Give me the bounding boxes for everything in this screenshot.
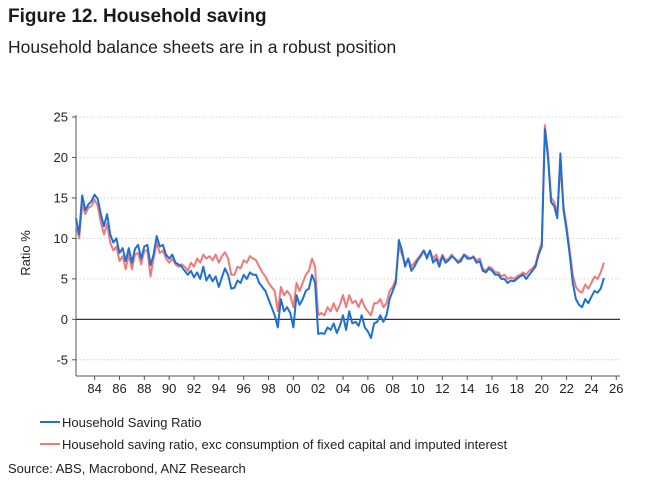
x-tick-label: 04 — [336, 381, 350, 396]
x-tick-label: 22 — [559, 381, 573, 396]
x-tick-label: 02 — [311, 381, 325, 396]
x-tick-label: 16 — [485, 381, 499, 396]
x-tick-label: 10 — [410, 381, 424, 396]
y-tick-label: 10 — [54, 231, 68, 246]
x-tick-label: 18 — [510, 381, 524, 396]
x-tick-label: 26 — [609, 381, 623, 396]
x-tick-label: 08 — [385, 381, 399, 396]
x-tick-label: 98 — [261, 381, 275, 396]
x-tick-label: 84 — [87, 381, 101, 396]
y-tick-label: 0 — [61, 312, 68, 327]
series-line-household-saving-ratio — [75, 128, 605, 339]
series-lines — [75, 124, 605, 339]
legend-label: Household saving ratio, exc consumption … — [62, 436, 508, 452]
x-tick-label: 96 — [236, 381, 250, 396]
legend-swatch-red — [40, 442, 60, 446]
x-tick-label: 88 — [137, 381, 151, 396]
x-tick-label: 14 — [460, 381, 474, 396]
x-tick-label: 94 — [212, 381, 226, 396]
series-line-saving-ratio-exc-fixed-capital — [75, 124, 605, 317]
x-tick-label: 86 — [112, 381, 126, 396]
legend-label: Household Saving Ratio — [62, 414, 202, 430]
x-tick-label: 90 — [162, 381, 176, 396]
axes: -5 0 5 10 15 20 25 84 86 88 90 92 94 96 98 00 02 04 06 08 10… — [54, 110, 624, 397]
figure-subtitle: Household balance sheets are in a robust… — [8, 37, 397, 57]
legend: Household Saving Ratio Household saving … — [40, 411, 507, 455]
x-tick-label: 92 — [187, 381, 201, 396]
y-tick-label: 5 — [61, 271, 68, 286]
x-tick-label: 00 — [286, 381, 300, 396]
source-note: Source: ABS, Macrobond, ANZ Research — [8, 461, 246, 476]
y-tick-label: 20 — [54, 150, 68, 165]
y-tick-label: 15 — [54, 190, 68, 205]
x-tick-label: 20 — [535, 381, 549, 396]
legend-swatch-blue — [40, 420, 60, 424]
legend-item-saving-ratio-exc-fixed-capital: Household saving ratio, exc consumption … — [40, 433, 507, 455]
x-tick-label: 06 — [361, 381, 375, 396]
y-axis-label: Ratio % — [18, 230, 33, 276]
x-tick-label: 12 — [435, 381, 449, 396]
y-tick-label: 25 — [54, 110, 68, 125]
y-tick-label: -5 — [56, 352, 68, 367]
x-tick-label: 24 — [584, 381, 598, 396]
legend-item-household-saving-ratio: Household Saving Ratio — [40, 411, 507, 433]
figure-title: Figure 12. Household saving — [8, 6, 267, 27]
